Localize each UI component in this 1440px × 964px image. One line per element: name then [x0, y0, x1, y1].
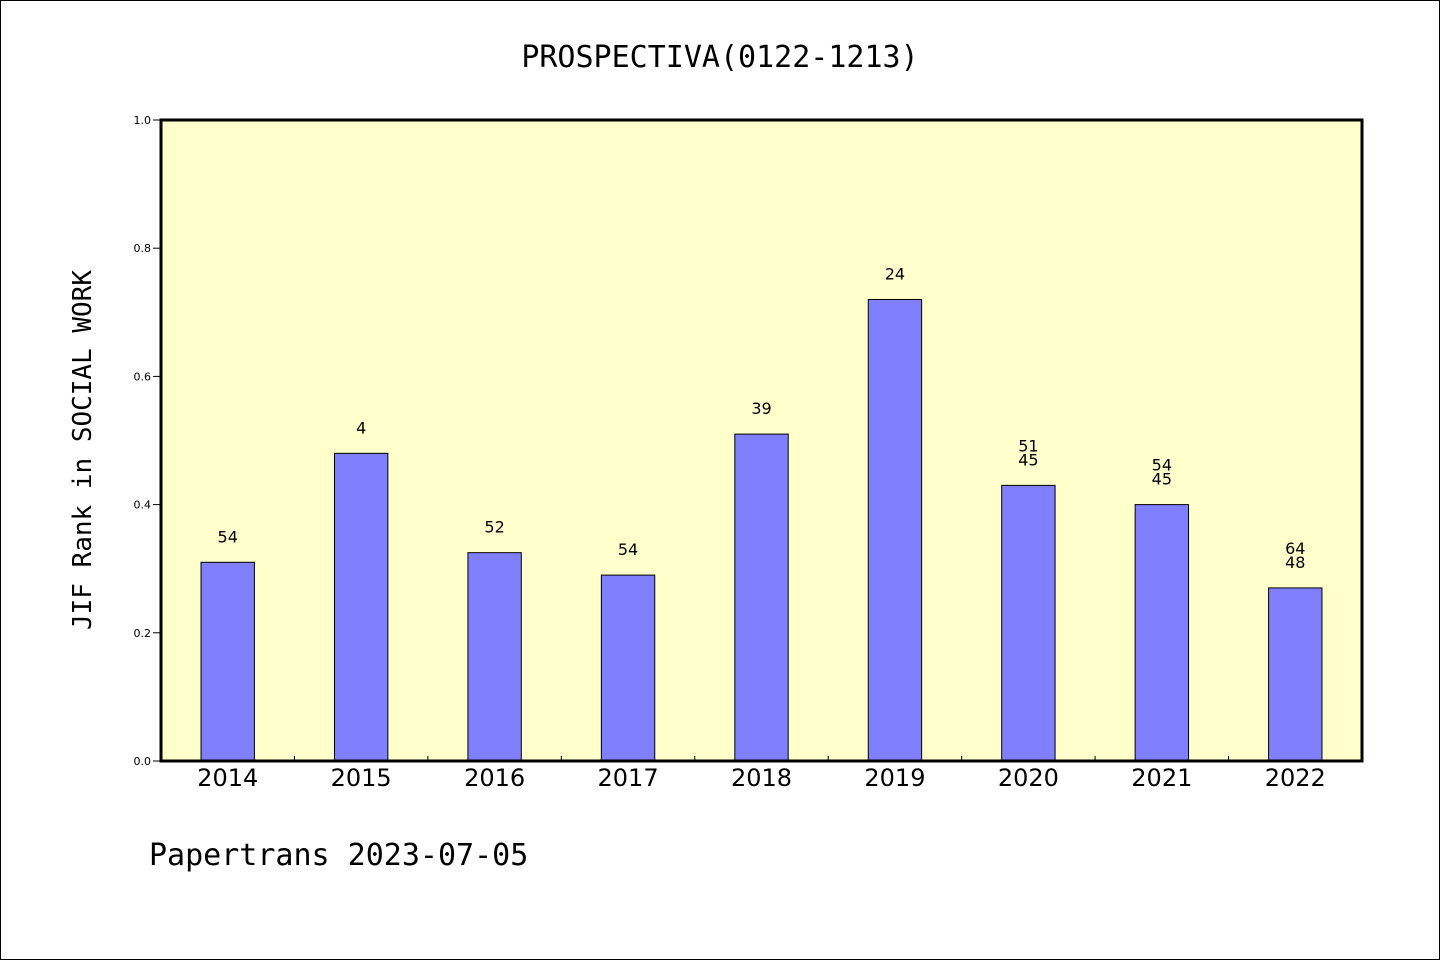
x-tick-label-2017: 2017	[598, 764, 659, 792]
x-axis-ticks: 2014 2015 2016 2017 2018 2019 2020 2021 2022	[197, 756, 1326, 792]
y-tick-label-3: 0.6	[134, 370, 152, 383]
bars-group	[200, 298, 1323, 762]
chart-title: PROSPECTIVA(0122-1213)	[521, 40, 918, 75]
data-label-2020-2: 45	[1018, 450, 1038, 469]
data-label-2015-1: 4	[356, 418, 366, 437]
x-tick-label-2015: 2015	[331, 764, 392, 792]
bar-2016	[467, 552, 522, 762]
x-tick-label-2014: 2014	[197, 764, 258, 792]
data-label-2016-1: 52	[484, 518, 504, 537]
bar-2021	[1134, 504, 1190, 762]
y-tick-label-0: 0.0	[134, 755, 152, 768]
data-label-2019-1: 24	[885, 264, 905, 283]
x-tick-label-2020: 2020	[998, 764, 1059, 792]
bar-2019	[867, 298, 923, 762]
x-tick-label-2019: 2019	[864, 764, 925, 792]
data-label-2022-2: 48	[1285, 553, 1305, 572]
bar-2018	[734, 433, 789, 762]
bar-2022	[1268, 587, 1323, 762]
data-label-2022-1: 64	[1285, 539, 1305, 558]
y-tick-label-4: 0.8	[134, 242, 152, 255]
footer-credit: Papertrans 2023-07-05	[149, 838, 528, 873]
data-label-2021-1: 54	[1152, 456, 1172, 475]
x-tick-label-2016: 2016	[464, 764, 525, 792]
bar-2015	[333, 452, 389, 762]
bar-2014	[200, 561, 255, 762]
y-axis-ticks: 0.0 0.2 0.4 0.6 0.8 1.0	[134, 114, 161, 768]
plot-border	[159, 118, 1364, 763]
y-axis-label: JIF Rank in SOCIAL WORK	[68, 270, 98, 630]
x-tick-label-2022: 2022	[1265, 764, 1326, 792]
x-tick-label-2018: 2018	[731, 764, 792, 792]
data-label-2017-1: 54	[618, 540, 638, 559]
y-tick-label-5: 1.0	[134, 114, 152, 127]
data-label-2018-1: 39	[751, 399, 771, 418]
x-tick-label-2021: 2021	[1131, 764, 1192, 792]
data-label-2021-2: 45	[1152, 470, 1172, 489]
bar-2020	[1001, 484, 1056, 762]
data-label-2014-1: 54	[218, 527, 238, 546]
y-tick-label-2: 0.4	[134, 499, 152, 512]
bar-2017	[600, 574, 656, 762]
data-label-2020-1: 51	[1018, 436, 1038, 455]
y-tick-label-1: 0.2	[134, 627, 152, 640]
